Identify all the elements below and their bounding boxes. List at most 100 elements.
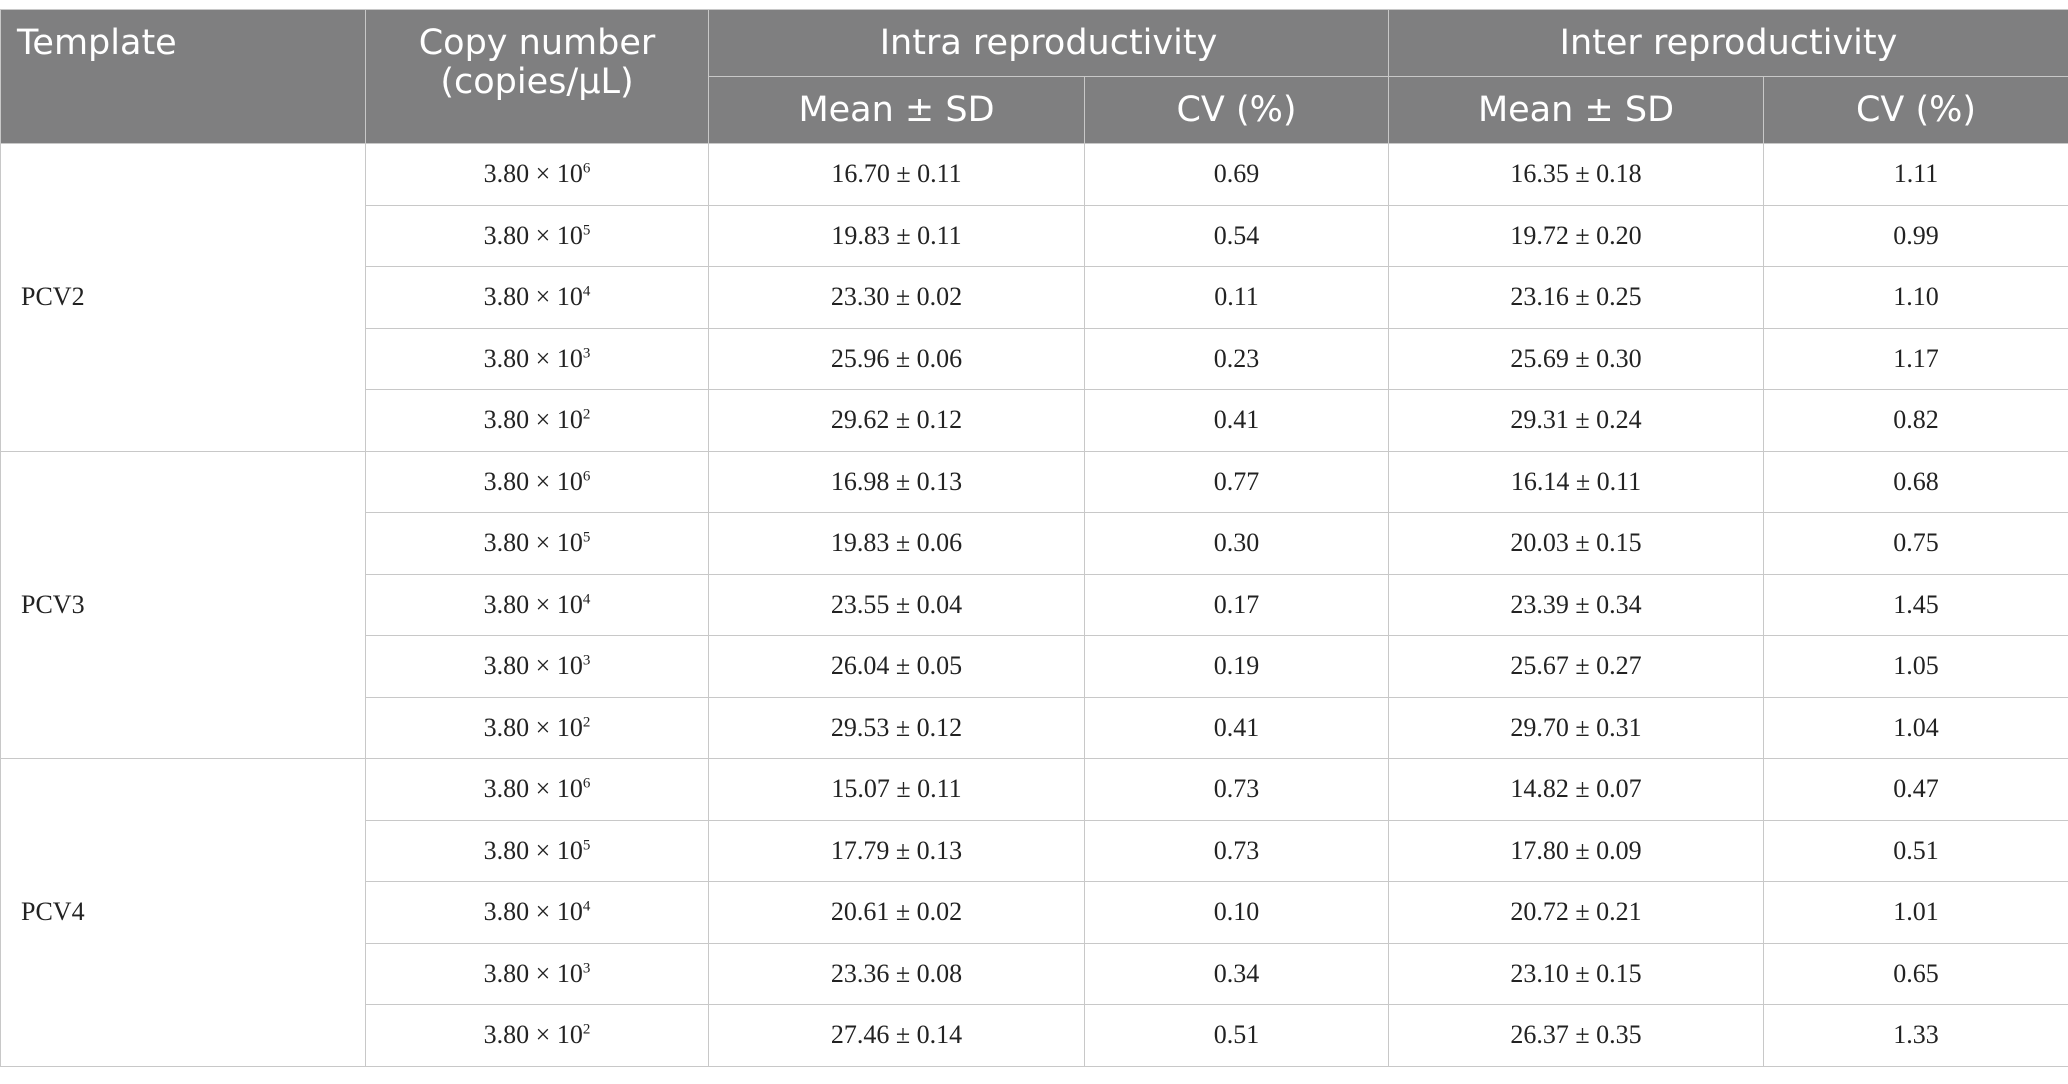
table-row: 3.80 × 103 23.36 ± 0.08 0.34 23.10 ± 0.15 0.… (1, 942, 2068, 1005)
inter-cv-cell: 0.99 (1763, 204, 2068, 267)
header-cell: Copy number (copies/μL) (365, 9, 709, 144)
copy-exponent: 2 (582, 714, 591, 731)
table-row: PCV2 3.80 × 106 16.70 ± 0.11 0.69 16.35 ± 0.… (0, 143, 2068, 452)
intra-mean-cell: 25.96 ± 0.06 (708, 327, 1085, 390)
intra-mean-cell: 29.62 ± 0.12 (708, 389, 1085, 452)
inter-cv-cell: 1.11 (1763, 143, 2068, 206)
intra-cv-cell: 0.17 (1084, 573, 1389, 636)
inter-cv-cell: 0.47 (1763, 758, 2068, 821)
inter-mean-cell: 16.35 ± 0.18 (1388, 143, 1764, 206)
copy-base: 3.80 × 10 (483, 282, 583, 312)
inter-cv-cell: 0.68 (1763, 450, 2068, 513)
copy-number-cell: 3.80 × 103 (365, 635, 709, 698)
table-row: 3.80 × 103 26.04 ± 0.05 0.19 25.67 ± 0.27 1.… (1, 635, 2068, 698)
inter-cv-cell: 0.65 (1763, 942, 2068, 1005)
copy-base: 3.80 × 10 (483, 405, 583, 435)
copy-base: 3.80 × 10 (483, 774, 583, 804)
table-row: PCV3 3.80 × 106 16.98 ± 0.13 0.77 16.14 ± 0.… (0, 450, 2068, 759)
copy-exponent: 4 (582, 591, 591, 608)
header-cell: CV (%) (1084, 76, 1389, 144)
copy-number-cell: 3.80 × 104 (365, 881, 709, 944)
copy-exponent: 5 (582, 529, 591, 546)
inter-mean-cell: 19.72 ± 0.20 (1388, 204, 1764, 267)
header-cell: Template (0, 9, 366, 144)
copy-base: 3.80 × 10 (483, 1020, 583, 1050)
inter-cv-cell: 0.82 (1763, 389, 2068, 452)
inter-mean-cell: 23.10 ± 0.15 (1388, 942, 1764, 1005)
intra-mean-cell: 26.04 ± 0.05 (708, 635, 1085, 698)
copy-exponent: 6 (582, 468, 591, 485)
intra-mean-cell: 15.07 ± 0.11 (708, 758, 1085, 821)
intra-mean-cell: 16.70 ± 0.11 (708, 143, 1085, 206)
copy-base: 3.80 × 10 (483, 835, 583, 865)
template-cell: PCV3 (0, 450, 366, 759)
copy-number-cell: 3.80 × 104 (365, 573, 709, 636)
inter-mean-cell: 29.70 ± 0.31 (1388, 696, 1764, 759)
intra-cv-cell: 0.23 (1084, 327, 1389, 390)
copy-exponent: 3 (582, 960, 591, 977)
intra-cv-cell: 0.69 (1084, 143, 1389, 206)
inter-mean-cell: 29.31 ± 0.24 (1388, 389, 1764, 452)
copy-number-cell: 3.80 × 103 (365, 942, 709, 1005)
header-cell: Mean ± SD (1388, 76, 1764, 144)
copy-base: 3.80 × 10 (483, 466, 583, 496)
table-row: 3.80 × 103 25.96 ± 0.06 0.23 25.69 ± 0.30 1.… (1, 327, 2068, 390)
intra-cv-cell: 0.30 (1084, 512, 1389, 575)
copy-base: 3.80 × 10 (483, 528, 583, 558)
copy-number-cell: 3.80 × 102 (365, 389, 709, 452)
inter-cv-cell: 0.51 (1763, 819, 2068, 882)
inter-cv-cell: 0.75 (1763, 512, 2068, 575)
intra-mean-cell: 23.30 ± 0.02 (708, 266, 1085, 329)
header-cell: Inter reproductivity (1388, 9, 2068, 77)
header-cell: Mean ± SD (708, 76, 1085, 144)
intra-cv-cell: 0.77 (1084, 450, 1389, 513)
copy-number-cell: 3.80 × 106 (365, 450, 709, 513)
inter-cv-cell: 1.17 (1763, 327, 2068, 390)
template-cell: PCV2 (0, 143, 366, 452)
intra-cv-cell: 0.73 (1084, 819, 1389, 882)
copy-exponent: 3 (582, 345, 591, 362)
copy-base: 3.80 × 10 (483, 712, 583, 742)
inter-cv-cell: 1.05 (1763, 635, 2068, 698)
copy-exponent: 6 (582, 160, 591, 177)
table-row: 3.80 × 102 29.53 ± 0.12 0.41 29.70 ± 0.31 1.… (1, 696, 2068, 759)
inter-cv-cell: 1.10 (1763, 266, 2068, 329)
intra-mean-cell: 20.61 ± 0.02 (708, 881, 1085, 944)
copy-number-cell: 3.80 × 106 (365, 143, 709, 206)
table-body: PCV2 3.80 × 106 16.70 ± 0.11 0.69 16.35 ± 0.… (0, 143, 2068, 1067)
copy-exponent: 6 (582, 775, 591, 792)
inter-mean-cell: 16.14 ± 0.11 (1388, 450, 1764, 513)
inter-mean-cell: 25.69 ± 0.30 (1388, 327, 1764, 390)
intra-cv-cell: 0.19 (1084, 635, 1389, 698)
intra-cv-cell: 0.11 (1084, 266, 1389, 329)
copy-base: 3.80 × 10 (483, 343, 583, 373)
inter-mean-cell: 23.39 ± 0.34 (1388, 573, 1764, 636)
inter-cv-cell: 1.01 (1763, 881, 2068, 944)
copy-number-cell: 3.80 × 103 (365, 327, 709, 390)
inter-mean-cell: 20.72 ± 0.21 (1388, 881, 1764, 944)
inter-mean-cell: 17.80 ± 0.09 (1388, 819, 1764, 882)
intra-cv-cell: 0.41 (1084, 696, 1389, 759)
copy-exponent: 3 (582, 652, 591, 669)
intra-mean-cell: 19.83 ± 0.11 (708, 204, 1085, 267)
copy-base: 3.80 × 10 (483, 651, 583, 681)
table-row: 3.80 × 104 20.61 ± 0.02 0.10 20.72 ± 0.21 1.… (1, 881, 2068, 944)
inter-cv-cell: 1.04 (1763, 696, 2068, 759)
copy-number-cell: 3.80 × 105 (365, 819, 709, 882)
table-row: 3.80 × 104 23.55 ± 0.04 0.17 23.39 ± 0.34 1.… (1, 573, 2068, 636)
intra-cv-cell: 0.73 (1084, 758, 1389, 821)
inter-mean-cell: 23.16 ± 0.25 (1388, 266, 1764, 329)
copy-base: 3.80 × 10 (483, 220, 583, 250)
copy-number-cell: 3.80 × 106 (365, 758, 709, 821)
inter-cv-cell: 1.45 (1763, 573, 2068, 636)
inter-cv-cell: 1.33 (1763, 1004, 2068, 1067)
table-row: 3.80 × 102 27.46 ± 0.14 0.51 26.37 ± 0.35 1.… (1, 1004, 2068, 1067)
intra-mean-cell: 29.53 ± 0.12 (708, 696, 1085, 759)
copy-exponent: 4 (582, 898, 591, 915)
header-cell: CV (%) (1763, 76, 2068, 144)
intra-mean-cell: 27.46 ± 0.14 (708, 1004, 1085, 1067)
intra-mean-cell: 17.79 ± 0.13 (708, 819, 1085, 882)
copy-exponent: 2 (582, 1021, 591, 1038)
table-row: PCV4 3.80 × 106 15.07 ± 0.11 0.73 14.82 ± 0.… (0, 758, 2068, 1067)
intra-cv-cell: 0.51 (1084, 1004, 1389, 1067)
